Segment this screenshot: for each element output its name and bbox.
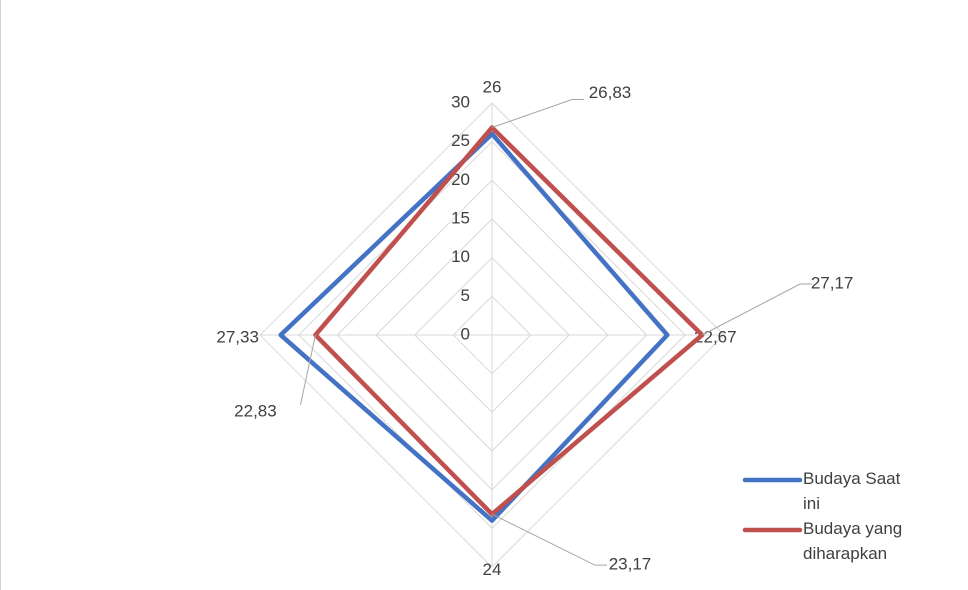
data-label: 27,33: [216, 327, 259, 346]
data-label: 22,67: [694, 327, 737, 346]
leader-line: [491, 513, 607, 566]
legend-line: ini: [803, 494, 820, 513]
y-tick-label: 30: [451, 92, 470, 111]
data-label: 26,83: [589, 83, 632, 102]
data-label: 24: [483, 560, 502, 579]
legend-label: Budaya yang diharapkan: [803, 519, 902, 563]
data-label: 26: [483, 77, 502, 96]
legend-line: Budaya yang: [803, 519, 902, 538]
leader-line: [491, 99, 584, 128]
data-label: 23,17: [609, 555, 652, 574]
legend-label: Budaya Saat ini: [803, 469, 901, 513]
series-line: [313, 125, 705, 517]
y-tick-label: 25: [451, 131, 470, 150]
y-tick-label: 20: [451, 170, 470, 189]
data-label: 27,17: [811, 273, 854, 292]
legend-line: diharapkan: [803, 544, 887, 563]
y-tick-label: 0: [461, 324, 470, 343]
leader-line: [299, 334, 316, 406]
data-label: 22,83: [234, 401, 277, 420]
leader-line: [701, 283, 813, 336]
legend-line: Budaya Saat: [803, 469, 901, 488]
y-tick-label: 15: [451, 208, 470, 227]
y-tick-label: 10: [451, 247, 470, 266]
series-line: [278, 131, 670, 523]
y-tick-label: 5: [461, 286, 470, 305]
